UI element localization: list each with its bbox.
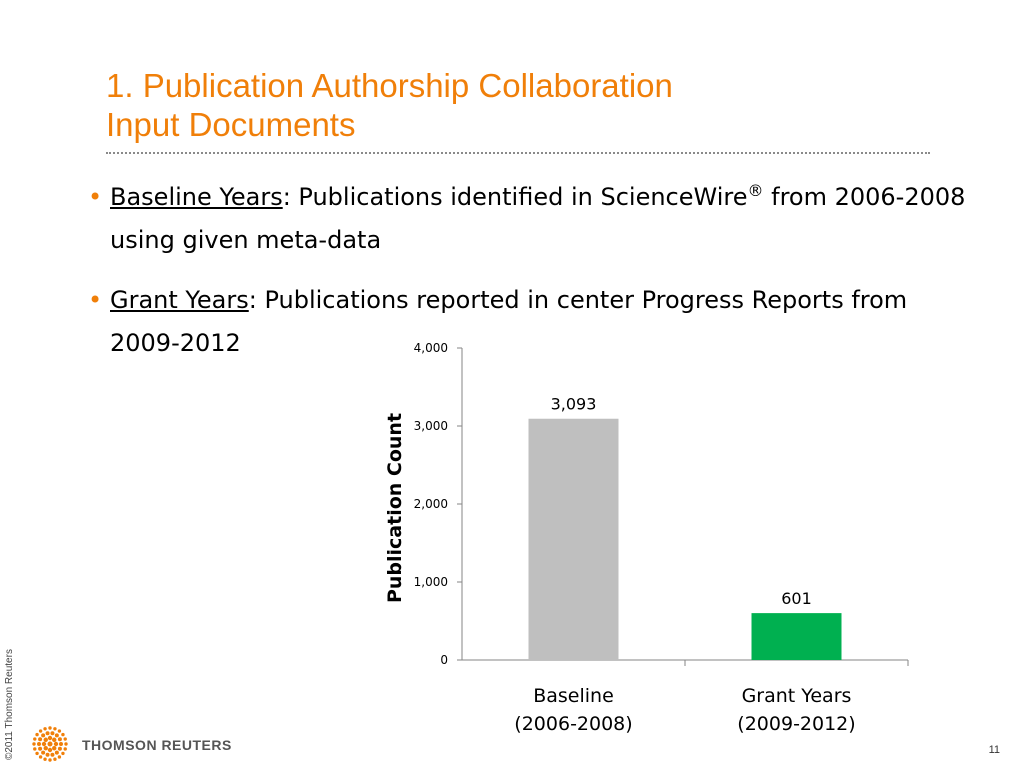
logo-dot bbox=[38, 755, 43, 759]
y-tick-label: 4,000 bbox=[414, 341, 448, 355]
logo-dot bbox=[57, 737, 62, 742]
logo-dot bbox=[47, 747, 53, 753]
logo-dot bbox=[41, 733, 46, 738]
logo-dot bbox=[35, 732, 39, 737]
title-divider bbox=[106, 152, 930, 154]
logo-dot bbox=[48, 726, 52, 730]
x-category-label: Grant Years bbox=[742, 685, 852, 707]
bar-baseline bbox=[528, 418, 619, 660]
y-axis-title: Publication Count bbox=[384, 413, 406, 603]
logo-dot bbox=[43, 746, 48, 751]
logo-dot bbox=[57, 755, 62, 759]
logo-text: THOMSON REUTERS bbox=[82, 737, 232, 753]
page-number: 11 bbox=[988, 744, 1000, 756]
bullet-text: : Publications identified in ScienceWire bbox=[282, 183, 748, 211]
logo-dot bbox=[37, 742, 41, 746]
logo-dot bbox=[43, 727, 47, 731]
bullet-baseline-years: • Baseline Years: Publications identifie… bbox=[88, 176, 978, 262]
logo-dot bbox=[63, 737, 67, 741]
bullet-text: : Publications reported in center Progre… bbox=[110, 286, 908, 357]
data-label: 3,093 bbox=[551, 395, 597, 414]
logo-dot bbox=[33, 747, 37, 751]
logo-dot bbox=[45, 752, 50, 757]
logo-dot bbox=[59, 742, 63, 746]
logo-dot bbox=[45, 731, 50, 736]
logo-dot bbox=[50, 752, 55, 757]
logo-dot bbox=[38, 729, 43, 733]
y-tick-label: 0 bbox=[440, 653, 448, 667]
bar-grant-years bbox=[751, 613, 842, 660]
logo-dot bbox=[52, 746, 57, 751]
bullet-dot-icon: • bbox=[88, 183, 103, 211]
bullet-grant-years: • Grant Years: Publications reported in … bbox=[88, 279, 978, 365]
logo-dot bbox=[41, 750, 46, 755]
logo-dot bbox=[32, 742, 36, 746]
logo-dot bbox=[43, 737, 48, 742]
logo-dot bbox=[61, 751, 65, 756]
logo-dot bbox=[50, 731, 55, 736]
logo-dot bbox=[41, 741, 47, 747]
x-category-label: (2009-2012) bbox=[737, 713, 855, 735]
logo-dot bbox=[54, 750, 59, 755]
bullet-term: Baseline Years bbox=[110, 183, 283, 211]
logo-dot bbox=[47, 735, 53, 741]
bullet-dot-icon: • bbox=[88, 286, 103, 314]
logo-dot bbox=[53, 741, 59, 747]
x-category-label: Baseline bbox=[533, 685, 614, 707]
bullet-term: Grant Years bbox=[110, 286, 249, 314]
y-tick-label: 2,000 bbox=[414, 497, 448, 511]
logo-dot bbox=[57, 729, 62, 733]
logo-dot bbox=[33, 737, 37, 741]
copyright-text: ©2011 Thomson Reuters bbox=[4, 649, 15, 760]
thomson-reuters-logo bbox=[32, 726, 68, 762]
slide-title: 1. Publication Authorship Collaboration … bbox=[106, 66, 926, 144]
x-category-label: (2006-2008) bbox=[514, 713, 632, 735]
title-line-1: 1. Publication Authorship Collaboration bbox=[106, 67, 673, 104]
bullet-text-continued: from 2006-2008 using given meta-data bbox=[110, 183, 966, 254]
logo-dot bbox=[35, 751, 39, 756]
logo-dot bbox=[38, 746, 43, 751]
logo-dot bbox=[64, 742, 68, 746]
logo-dot bbox=[57, 746, 62, 751]
publication-count-chart: 0 1,000 2,000 3,000 4,000 Publication Count 3,… bbox=[384, 341, 909, 735]
registered-mark: ® bbox=[747, 181, 764, 200]
logo-dot bbox=[43, 757, 47, 761]
bullet-list: • Baseline Years: Publications identifie… bbox=[88, 176, 978, 382]
y-tick-label: 1,000 bbox=[414, 575, 448, 589]
logo-dot bbox=[48, 758, 52, 762]
logo-dot bbox=[53, 727, 57, 731]
data-label: 601 bbox=[781, 589, 812, 608]
title-line-2: Input Documents bbox=[106, 106, 356, 143]
logo-dot bbox=[54, 733, 59, 738]
logo-dot bbox=[52, 737, 57, 742]
logo-mark-icon bbox=[32, 726, 68, 762]
logo-dot bbox=[38, 737, 43, 742]
logo-dot bbox=[63, 747, 67, 751]
logo-dot bbox=[53, 757, 57, 761]
logo-dot bbox=[47, 741, 53, 747]
y-tick-label: 3,000 bbox=[414, 419, 448, 433]
logo-dot bbox=[61, 732, 65, 737]
